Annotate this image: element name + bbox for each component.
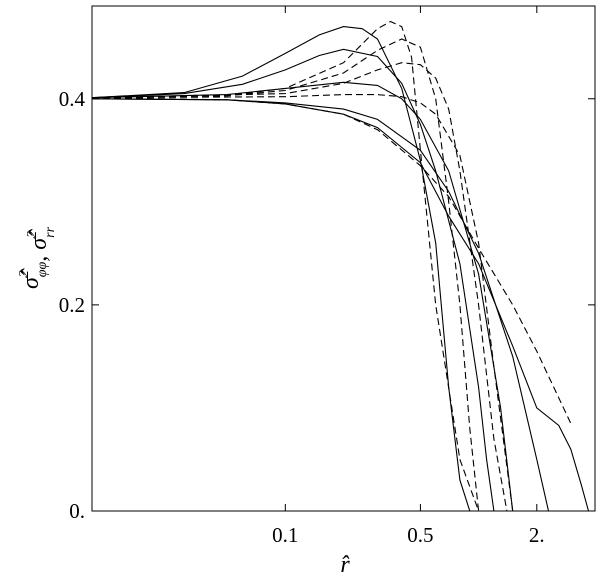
y-label-sup-2: 2 — [25, 231, 40, 238]
y-axis-label-text: σ̂2 φφ, σ̂2 rr — [17, 226, 58, 289]
series-line-4 — [91, 98, 590, 512]
x-axis-label: r̂ — [340, 552, 350, 578]
series-line-0 — [91, 26, 471, 512]
series-line-7 — [91, 62, 508, 512]
y-tick-label-2: 0.4 — [59, 87, 86, 111]
series-line-1 — [91, 48, 495, 512]
y-tick-label-0: 0. — [69, 499, 85, 523]
series-line-5 — [91, 20, 480, 512]
y-label-sup-0: 2 — [17, 270, 32, 277]
plot-frame — [91, 5, 596, 512]
y-label-sub-2: rr — [43, 226, 58, 237]
tick-labels: 0.1 0.5 2. 0. 0.2 0.4 — [59, 87, 545, 547]
x-tick-label-2: 2. — [529, 523, 545, 547]
x-tick-label-1: 0.5 — [407, 523, 433, 547]
series-line-9 — [91, 97, 572, 424]
y-axis-label: σ̂2 φφ, σ̂2 rr — [17, 226, 58, 289]
series-line-3 — [91, 98, 550, 512]
series-line-2 — [91, 81, 514, 512]
x-tick-label-0: 0.1 — [272, 523, 298, 547]
y-label-part-1: , — [26, 250, 52, 262]
series-line-6 — [91, 38, 480, 512]
axis-ticks — [92, 6, 595, 512]
y-label-sub-0: φφ — [35, 261, 50, 277]
y-tick-label-1: 0.2 — [59, 293, 85, 317]
chart-lines — [91, 20, 590, 512]
series-line-8 — [91, 94, 514, 512]
